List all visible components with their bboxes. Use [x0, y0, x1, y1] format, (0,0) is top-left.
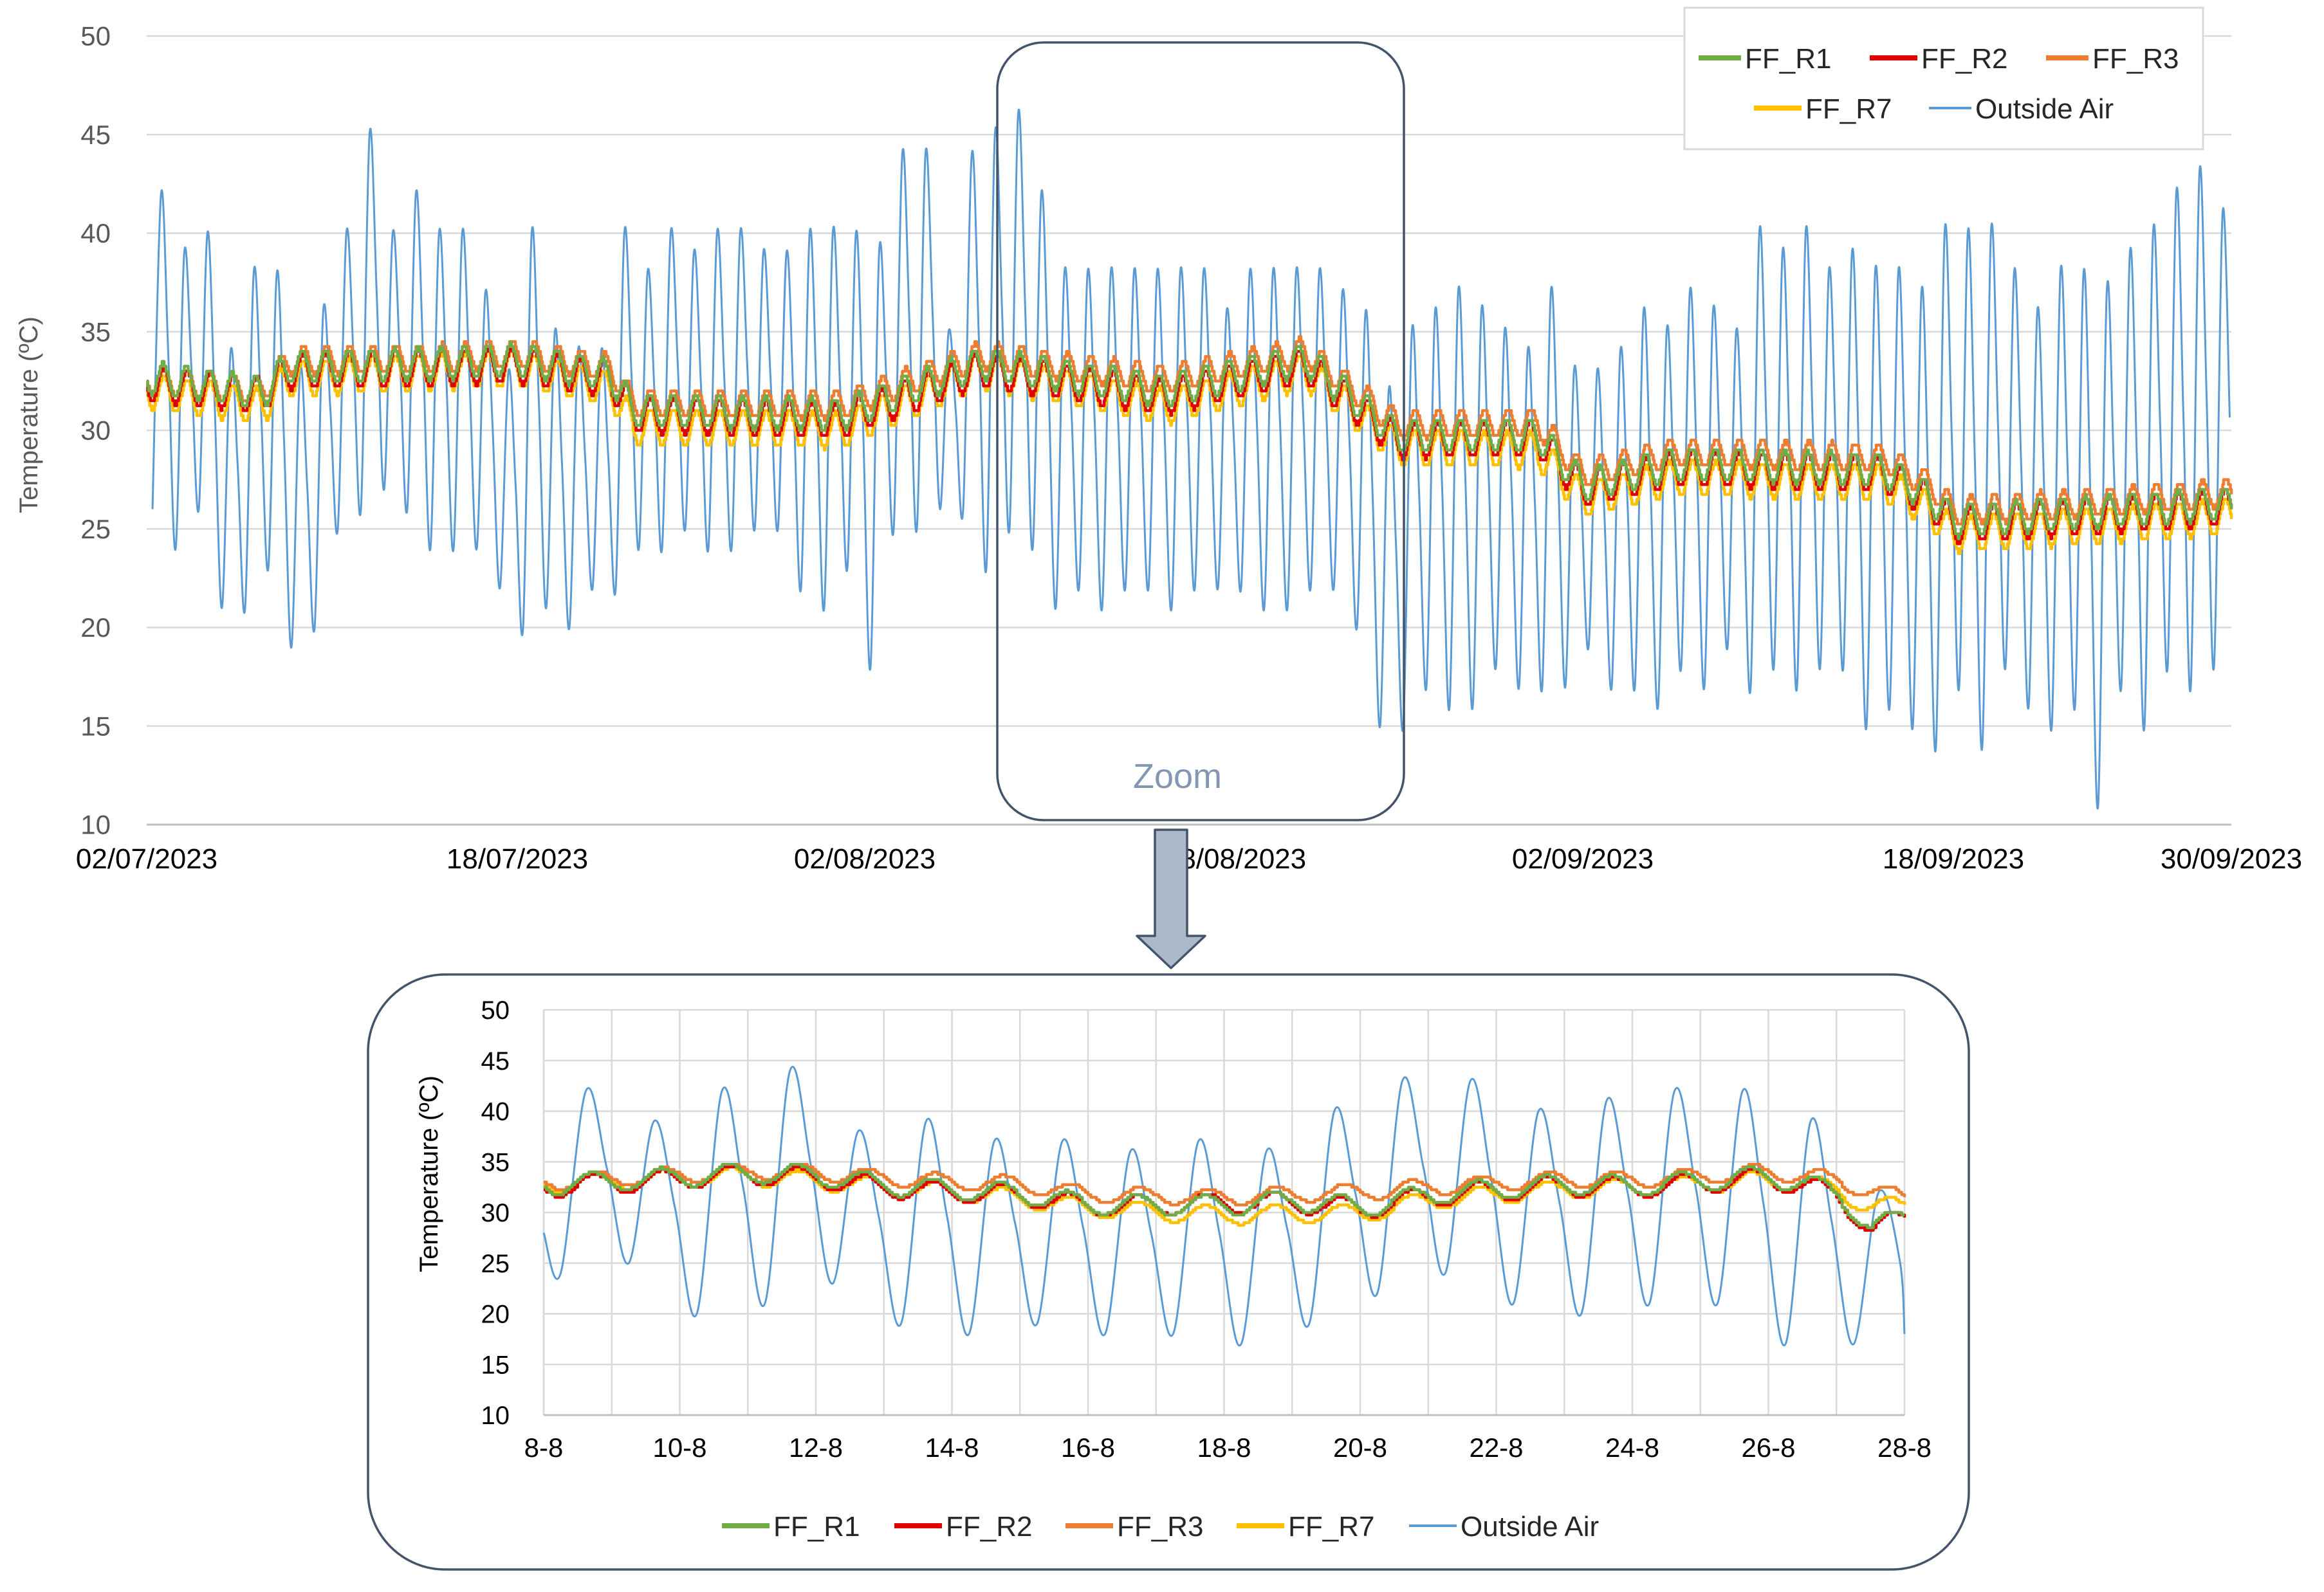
top-legend-box	[1683, 6, 2204, 151]
zoom-x-tick-20-8: 20-8	[1333, 1432, 1387, 1463]
top-y-tick-25: 25	[80, 514, 111, 544]
top-y-tick-35: 35	[80, 316, 111, 347]
zoom-series-ff-r7	[544, 1165, 1906, 1227]
zoom-x-tick-10-8: 10-8	[652, 1432, 706, 1463]
zoom-x-tick-8-8: 8-8	[524, 1432, 564, 1463]
zoom-arrow	[1136, 828, 1206, 969]
zoom-legend-item-ff-r7: FF_R7	[1237, 1511, 1374, 1542]
zoom-x-tick-24-8: 24-8	[1605, 1432, 1659, 1463]
zoom-region-box	[996, 41, 1405, 821]
top-x-tick-02-07-2023: 02/07/2023	[76, 843, 217, 875]
zoom-arrow-shape	[1136, 828, 1206, 969]
top-x-tick-18-09-2023: 18/09/2023	[1883, 843, 2024, 875]
top-y-tick-30: 30	[80, 416, 111, 446]
zoom-x-tick-22-8: 22-8	[1469, 1432, 1523, 1463]
top-legend-item-ff-r1: FF_R1	[1699, 43, 1831, 75]
top-legend-label-ff-r3: FF_R3	[2092, 43, 2179, 75]
zoom-x-tick-28-8: 28-8	[1877, 1432, 1932, 1463]
zoom-x-tick-18-8: 18-8	[1197, 1432, 1251, 1463]
top-legend-item-ff-r7: FF_R7	[1754, 93, 1892, 125]
zoom-y-tick-10: 10	[481, 1402, 510, 1430]
zoom-y-tick-20: 20	[481, 1301, 510, 1329]
zoom-chart: 10 15 20 25 30 35 40 45 50 8-8 10-8 12-8 14-8 16-8 18…	[367, 973, 1970, 1571]
zoom-legend-item-outside-air: Outside Air	[1409, 1511, 1599, 1542]
top-y-tick-50: 50	[80, 21, 111, 51]
zoom-x-tick-14-8: 14-8	[925, 1432, 979, 1463]
top-legend-label-ff-r7: FF_R7	[1805, 93, 1892, 125]
top-y-tick-45: 45	[80, 120, 111, 150]
zoom-label: Zoom	[1133, 757, 1222, 796]
top-series-outside-air	[151, 108, 2231, 810]
zoom-x-tick-26-8: 26-8	[1741, 1432, 1795, 1463]
zoom-x-tick-12-8: 12-8	[789, 1432, 843, 1463]
top-series-ff-r3	[146, 335, 2233, 526]
top-gridlines	[147, 35, 2231, 727]
zoom-series-outside-air	[542, 1065, 1906, 1347]
top-y-tick-10: 10	[80, 810, 111, 840]
zoom-legend-item-ff-r2: FF_R2	[894, 1511, 1032, 1542]
top-legend-label-ff-r2: FF_R2	[1921, 43, 2007, 75]
top-y-tick-15: 15	[80, 711, 111, 741]
top-x-tick-18-07-2023: 18/07/2023	[447, 843, 588, 875]
top-series-ff-r1	[146, 340, 2233, 540]
top-y-tick-20: 20	[80, 612, 111, 643]
zoom-legend-item-ff-r1: FF_R1	[722, 1511, 860, 1542]
top-y-tick-40: 40	[80, 218, 111, 248]
zoom-x-tick-16-8: 16-8	[1061, 1432, 1115, 1463]
zoom-series-ff-r1	[544, 1162, 1904, 1229]
top-series-lines	[146, 108, 2233, 810]
zoom-legend-label-ff-r7: FF_R7	[1288, 1511, 1374, 1542]
zoom-legend-item-ff-r3: FF_R3	[1065, 1511, 1203, 1542]
zoom-gridlines	[542, 1009, 1906, 1415]
zoom-y-tick-15: 15	[481, 1351, 510, 1379]
zoom-legend-label-ff-r1: FF_R1	[773, 1511, 860, 1542]
zoom-y-tick-labels: 10 15 20 25 30 35 40 45 50	[481, 996, 510, 1430]
zoom-y-tick-50: 50	[481, 996, 510, 1025]
zoom-y-tick-45: 45	[481, 1047, 510, 1075]
top-x-tick-30-09-2023: 30/09/2023	[2161, 843, 2302, 875]
zoom-y-tick-35: 35	[481, 1148, 510, 1176]
top-y-axis-label: Temperature (ºC)	[15, 316, 43, 513]
zoom-y-tick-30: 30	[481, 1199, 510, 1227]
zoom-series-lines	[542, 1065, 1906, 1347]
zoom-legend: FF_R1 FF_R2 FF_R3 FF_R7 Outside Air	[722, 1511, 1599, 1542]
zoom-legend-label-outside-air: Outside Air	[1461, 1511, 1599, 1542]
top-x-tick-labels: 02/07/2023 18/07/2023 02/08/2023 18/08/2023…	[76, 843, 2302, 875]
top-legend: FF_R1 FF_R2 FF_R3 FF_R7 Outside Air	[1683, 6, 2204, 151]
top-legend-label-ff-r1: FF_R1	[1745, 43, 1831, 75]
top-chart: 10 15 20 25 30 35 40 45 50 02/07/2023 18/07/2023 0…	[15, 6, 2302, 875]
top-legend-label-outside-air: Outside Air	[1975, 93, 2114, 125]
top-legend-item-ff-r2: FF_R2	[1870, 43, 2007, 75]
top-x-tick-02-09-2023: 02/09/2023	[1512, 843, 1654, 875]
zoom-panel-frame	[367, 973, 1970, 1571]
zoom-legend-label-ff-r2: FF_R2	[946, 1511, 1032, 1542]
top-legend-item-outside-air: Outside Air	[1929, 93, 2114, 125]
top-x-tick-02-08-2023: 02/08/2023	[794, 843, 936, 875]
zoom-x-tick-labels: 8-8 10-8 12-8 14-8 16-8 18-8 20-8 22-8 24-8 26-8 2…	[524, 1432, 1932, 1463]
top-y-tick-labels: 10 15 20 25 30 35 40 45 50	[80, 21, 111, 840]
zoom-y-tick-40: 40	[481, 1098, 510, 1126]
zoom-y-tick-25: 25	[481, 1250, 510, 1278]
zoom-y-axis-label: Temperature (ºC)	[415, 1075, 443, 1272]
zoom-legend-label-ff-r3: FF_R3	[1117, 1511, 1203, 1542]
top-legend-item-ff-r3: FF_R3	[2046, 43, 2179, 75]
